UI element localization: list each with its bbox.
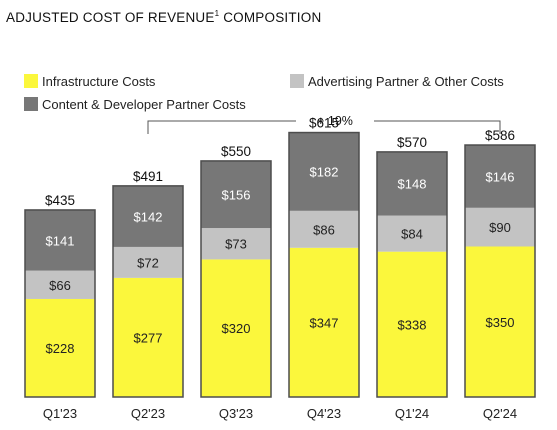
total-label-6: $586 <box>485 128 515 143</box>
bar-label-content-1: $141 <box>46 233 75 248</box>
bar-label-content-3: $156 <box>222 187 251 202</box>
bar-label-advertising-1: $66 <box>49 278 71 293</box>
title-main: ADJUSTED COST OF REVENUE <box>6 10 215 25</box>
bar-content-4 <box>289 132 359 211</box>
growth-bracket-left <box>147 120 296 134</box>
bar-label-content-6: $146 <box>486 169 515 184</box>
bar-advertising-1 <box>25 270 95 299</box>
bar-content-5 <box>377 151 447 216</box>
total-label-3: $550 <box>221 144 251 159</box>
x-tick-label-4: Q4'23 <box>307 406 341 421</box>
total-label-1: $435 <box>45 193 75 208</box>
bar-infrastructure-6 <box>465 246 535 397</box>
bar-outline-2 <box>112 185 184 398</box>
bar-label-infrastructure-4: $347 <box>310 315 339 330</box>
total-label-2: $491 <box>133 169 163 184</box>
growth-annotation: + 19% <box>317 114 353 128</box>
x-tick-label-5: Q1'24 <box>395 406 429 421</box>
total-label-4: $615 <box>309 116 339 131</box>
bar-label-advertising-6: $90 <box>489 220 511 235</box>
bar-advertising-4 <box>289 210 359 248</box>
bar-content-2 <box>113 185 183 247</box>
legend-label-3: Advertising Partner & Other Costs <box>308 74 504 89</box>
bar-outline-5 <box>376 151 448 398</box>
bar-content-6 <box>465 145 535 208</box>
legend-swatch-1 <box>24 74 38 88</box>
x-tick-label-2: Q2'23 <box>131 406 165 421</box>
bar-advertising-6 <box>465 207 535 247</box>
bar-advertising-5 <box>377 215 447 252</box>
bar-content-3 <box>201 160 271 229</box>
chart-title: ADJUSTED COST OF REVENUE1 COMPOSITION <box>6 9 321 25</box>
bar-infrastructure-3 <box>201 259 271 397</box>
legend-swatch-3 <box>290 74 304 88</box>
bar-label-advertising-4: $86 <box>313 222 335 237</box>
bar-outline-3 <box>200 160 272 398</box>
legend-label-1: Infrastructure Costs <box>42 74 156 89</box>
total-label-5: $570 <box>397 135 427 150</box>
x-tick-label-1: Q1'23 <box>43 406 77 421</box>
bar-content-1 <box>25 209 95 271</box>
legend-swatch-2 <box>24 97 38 111</box>
title-suffix: COMPOSITION <box>219 10 322 25</box>
bar-label-content-4: $182 <box>310 165 339 180</box>
bar-label-infrastructure-1: $228 <box>46 341 75 356</box>
bar-outline-1 <box>24 209 96 398</box>
x-tick-label-3: Q3'23 <box>219 406 253 421</box>
bar-label-content-5: $148 <box>398 177 427 192</box>
bar-label-infrastructure-6: $350 <box>486 315 515 330</box>
bar-infrastructure-4 <box>289 247 359 397</box>
title-footnote-marker: 1 <box>214 9 220 18</box>
bar-label-advertising-2: $72 <box>137 255 159 270</box>
bar-label-infrastructure-5: $338 <box>398 317 427 332</box>
bar-label-content-2: $142 <box>134 209 163 224</box>
growth-bracket-right <box>374 120 501 134</box>
bar-outline-6 <box>464 144 536 398</box>
bar-label-infrastructure-3: $320 <box>222 321 251 336</box>
bar-infrastructure-5 <box>377 251 447 397</box>
bar-label-advertising-3: $73 <box>225 237 247 252</box>
bar-outline-4 <box>288 131 360 398</box>
bar-infrastructure-1 <box>25 298 95 397</box>
bar-advertising-3 <box>201 228 271 260</box>
x-tick-label-6: Q2'24 <box>483 406 517 421</box>
bar-label-infrastructure-2: $277 <box>134 330 163 345</box>
bar-advertising-2 <box>113 246 183 278</box>
bar-infrastructure-2 <box>113 277 183 397</box>
bar-label-advertising-5: $84 <box>401 227 423 242</box>
legend-label-2: Content & Developer Partner Costs <box>42 97 246 112</box>
